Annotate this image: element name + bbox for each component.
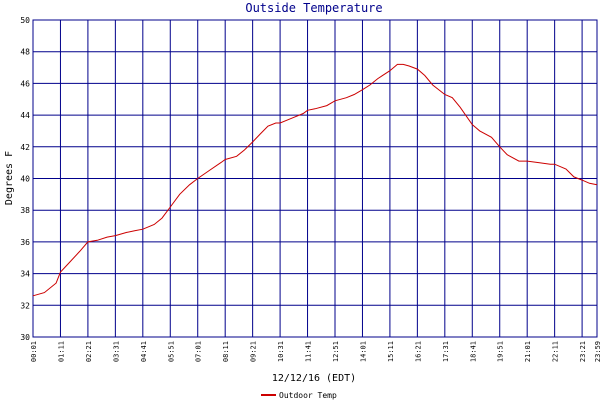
x-axis-ticks: 00:01 01:11 02:21 03:31 04:41 05:51 07:01 08:11… xyxy=(30,341,600,362)
x-tick-label: 21:01 xyxy=(524,341,532,362)
x-tick-label: 11:41 xyxy=(305,341,313,362)
y-tick-label: 46 xyxy=(20,79,30,88)
x-tick-label: 05:51 xyxy=(167,341,175,362)
x-tick-label: 02:21 xyxy=(85,341,93,362)
y-tick-label: 40 xyxy=(20,175,30,184)
x-tick-label: 17:31 xyxy=(442,341,450,362)
x-tick-label: 04:41 xyxy=(140,341,148,362)
chart-title: Outside Temperature xyxy=(245,1,382,15)
y-tick-label: 30 xyxy=(20,333,30,342)
legend: Outdoor Temp xyxy=(261,391,337,400)
y-tick-label: 36 xyxy=(20,238,30,247)
x-tick-label: 09:21 xyxy=(250,341,258,362)
y-tick-label: 32 xyxy=(20,301,30,310)
x-tick-label: 01:11 xyxy=(57,341,65,362)
y-axis-ticks: 30 32 34 36 38 40 42 44 46 48 50 xyxy=(20,16,30,342)
y-tick-label: 34 xyxy=(20,270,30,279)
series-line-outdoor-temp xyxy=(32,63,598,297)
x-tick-label: 15:11 xyxy=(387,341,395,362)
x-tick-label: 10:31 xyxy=(277,341,285,362)
x-tick-label: 08:11 xyxy=(222,341,230,362)
legend-label-outdoor-temp: Outdoor Temp xyxy=(279,391,337,400)
x-tick-label: 14:01 xyxy=(359,341,367,362)
x-tick-label: 03:31 xyxy=(112,341,120,362)
plot-frame xyxy=(32,19,598,338)
y-tick-label: 48 xyxy=(20,48,30,57)
x-tick-label: 00:01 xyxy=(30,341,38,362)
y-tick-label: 50 xyxy=(20,16,30,25)
x-tick-label: 12:51 xyxy=(332,341,340,362)
x-tick-label: 23:21 xyxy=(579,341,587,362)
y-axis-label: Degrees F xyxy=(4,151,15,205)
x-axis-label: 12/12/16 (EDT) xyxy=(272,373,356,384)
x-tick-label: 22:11 xyxy=(552,341,560,362)
y-tick-label: 44 xyxy=(20,111,30,120)
x-tick-label: 18:41 xyxy=(469,341,477,362)
x-tick-label: 07:01 xyxy=(195,341,203,362)
x-tick-label: 23:59 xyxy=(594,341,600,362)
y-tick-label: 38 xyxy=(20,206,30,215)
y-tick-label: 42 xyxy=(20,143,30,152)
x-tick-label: 19:51 xyxy=(497,341,505,362)
x-tick-label: 16:21 xyxy=(414,341,422,362)
series-lines xyxy=(32,63,598,297)
